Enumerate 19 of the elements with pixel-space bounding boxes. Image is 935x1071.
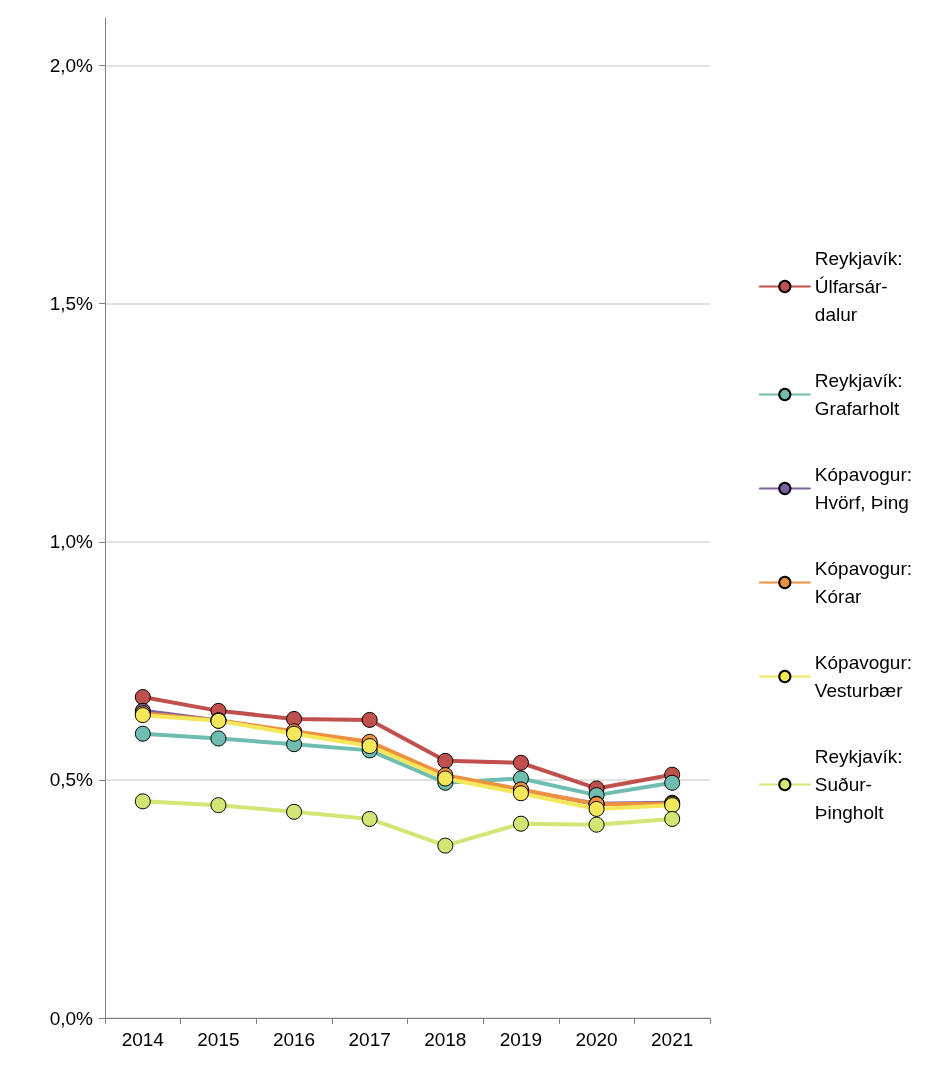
y-tick-label: 1,5% [49,293,94,315]
y-tick-label: 2,0% [49,55,94,77]
legend-label: Reykjavík: Suður- Þingholt [814,746,903,823]
x-tick-label: 2018 [424,1029,467,1050]
x-tick-label: 2020 [575,1029,618,1050]
legend-label: Reykjavík: Grafarholt [814,370,903,419]
legend-label: Reykjavík: Úlfarsár- dalur [814,248,903,325]
legend-label: Kópavogur: Kórar [814,558,913,607]
x-tick-label: 2016 [272,1029,316,1050]
legend-label: Kópavogur: Vesturbær [814,652,913,701]
x-tick-label: 2021 [651,1029,694,1050]
x-tick-label: 2015 [197,1029,240,1050]
y-tick-label: 0,0% [49,1007,94,1029]
x-tick-label: 2017 [348,1029,391,1050]
y-tick-label: 1,0% [49,531,94,553]
x-tick-label: 2019 [499,1029,543,1050]
legend-label: Kópavogur: Hvörf, Þing [814,464,913,513]
x-tick-label: 2014 [121,1029,165,1050]
y-tick-label: 0,5% [49,769,94,791]
